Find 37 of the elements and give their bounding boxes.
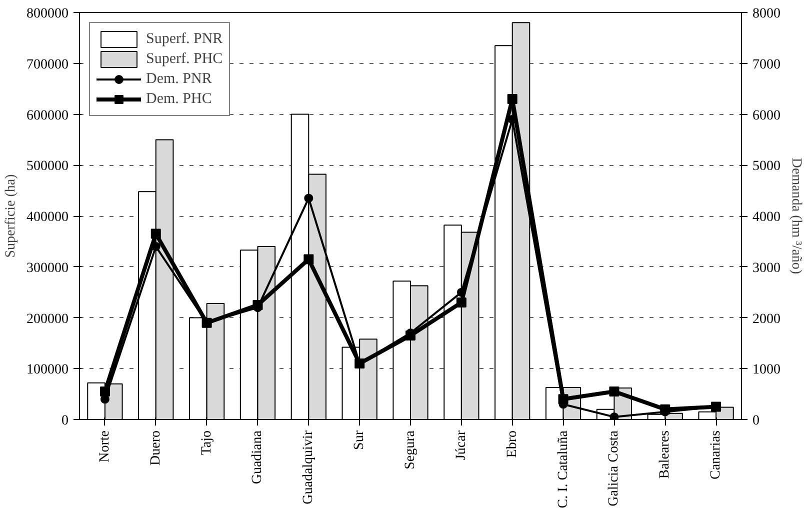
x-tick-label: Baleares [658, 430, 673, 479]
y2-tick-label: 7000 [752, 57, 780, 72]
legend-label: Superf. PNR [146, 30, 223, 48]
y2-tick-label: 2000 [752, 312, 780, 327]
x-tick-label: C. I. Cataluña [556, 430, 571, 508]
y-tick-label: 0 [62, 414, 68, 428]
legend-label: Superf. PHC [146, 50, 223, 68]
y-tick-label: 300000 [26, 260, 68, 276]
legend-label: Dem. PHC [146, 90, 212, 108]
y2-tick-label: 0 [752, 414, 760, 428]
y-tick-label: 800000 [26, 6, 68, 22]
x-tick-label: Duero [148, 430, 164, 466]
x-tick-label: Norte [97, 430, 112, 462]
y2-tick-label: 1000 [752, 362, 780, 378]
x-tick-label: Tajo [199, 430, 214, 456]
y-tick-label: 500000 [26, 159, 68, 174]
x-tick-label: Galicia Costa [606, 430, 622, 506]
x-tick-label: Ebro [504, 430, 520, 458]
y-axis-title: Superficie (ha) [4, 174, 18, 258]
y2-axis-title: Demanda (hm ³/año) [788, 158, 804, 274]
x-tick-label: Segura [403, 430, 418, 470]
x-tick-label: Sur [352, 430, 368, 450]
y2-tick-label: 3000 [752, 260, 780, 276]
y2-tick-label: 5000 [752, 159, 780, 174]
y-tick-label: 600000 [26, 108, 68, 124]
x-tick-label: Júcar [454, 430, 469, 460]
x-tick-label: Guadalquivir [301, 430, 316, 504]
y-tick-label: 700000 [26, 57, 68, 72]
y2-tick-label: 4000 [752, 210, 780, 225]
legend-label: Dem. PNR [146, 70, 212, 88]
y2-tick-label: 8000 [752, 6, 780, 22]
y2-tick-label: 6000 [752, 108, 780, 124]
y-tick-label: 100000 [26, 362, 68, 378]
x-tick-label: Canarias [708, 430, 724, 480]
y-tick-label: 400000 [26, 210, 68, 225]
x-tick-label: Guadiana [250, 430, 266, 484]
y-tick-label: 200000 [26, 312, 68, 327]
